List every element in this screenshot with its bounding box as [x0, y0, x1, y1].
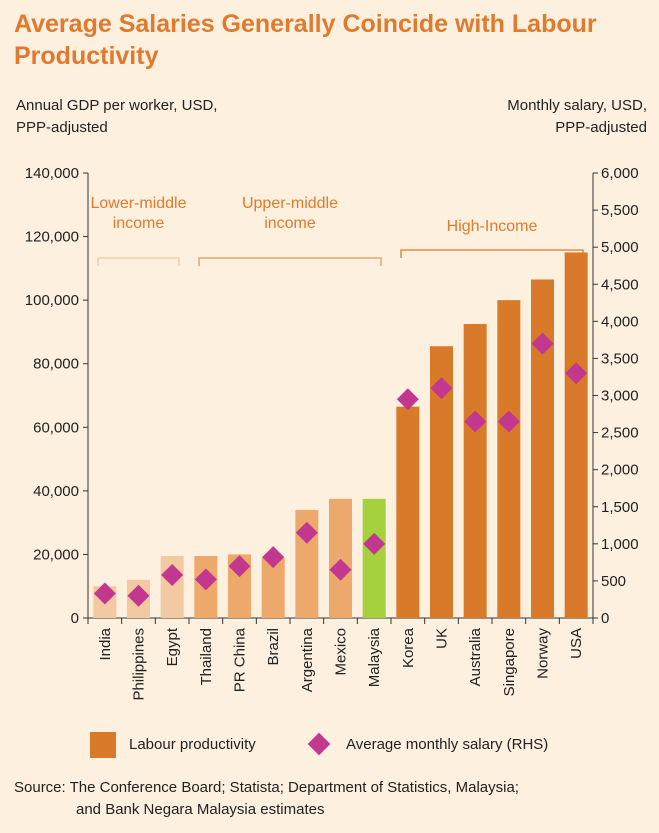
legend-marker-label: Average monthly salary (RHS)	[346, 736, 549, 753]
right-tick-label: 5,500	[601, 202, 639, 219]
left-tick-label: 0	[71, 610, 79, 627]
right-tick-label: 500	[601, 573, 626, 590]
left-tick-label: 100,000	[25, 292, 79, 309]
right-tick-label: 3,500	[601, 350, 639, 367]
salary-marker-argentina	[295, 521, 318, 544]
bar-australia	[463, 323, 487, 618]
left-axis-title-line2: PPP-adjusted	[16, 119, 108, 136]
left-tick-label: 140,000	[25, 165, 79, 182]
bar-norway	[531, 279, 554, 618]
category-label: Singapore	[501, 628, 518, 696]
right-axis-title-line1: Monthly salary, USD,	[507, 97, 647, 114]
income-group-bracket	[198, 257, 382, 266]
right-tick-label: 5,000	[601, 239, 639, 256]
legend-bar-label: Labour productivity	[129, 736, 256, 753]
category-label: Korea	[400, 627, 417, 668]
category-label: Argentina	[299, 627, 316, 692]
right-tick-label: 6,000	[601, 165, 639, 182]
right-tick-label: 1,000	[601, 536, 639, 553]
left-tick-label: 40,000	[33, 483, 79, 500]
bar-mexico	[329, 498, 352, 618]
right-tick-label: 1,500	[601, 499, 639, 516]
salary-marker-philippines	[127, 584, 150, 607]
salary-marker-uk	[430, 377, 453, 400]
category-label: Brazil	[265, 628, 282, 666]
right-tick-label: 0	[601, 610, 609, 627]
income-group-label: High-Income	[447, 218, 538, 235]
right-tick-label: 4,000	[601, 313, 639, 330]
left-axis-title-line1: Annual GDP per worker, USD,	[16, 97, 218, 114]
legend-bar-swatch	[90, 732, 116, 758]
salary-marker-india	[93, 582, 116, 605]
category-label: USA	[568, 628, 585, 659]
right-tick-label: 2,000	[601, 462, 639, 479]
category-label: Malaysia	[366, 627, 383, 687]
chart-title: Average Salaries Generally Coincide with…	[14, 10, 597, 70]
left-tick-label: 80,000	[33, 356, 79, 373]
right-tick-label: 2,500	[601, 425, 639, 442]
left-tick-label: 20,000	[33, 546, 79, 563]
salary-marker-norway	[531, 332, 554, 355]
salary-marker-australia	[464, 410, 487, 433]
salary-marker-singapore	[497, 410, 520, 433]
category-label: UK	[434, 628, 451, 649]
salary-marker-usa	[565, 362, 588, 385]
income-group-label: income	[264, 215, 316, 232]
salary-marker-thailand	[194, 568, 217, 591]
salary-marker-malaysia	[363, 532, 386, 555]
bar-uk	[430, 346, 453, 618]
category-label: Australia	[467, 627, 484, 686]
right-axis-title: Monthly salary, USD, PPP-adjusted	[367, 95, 647, 139]
chart: 0 20,000 40,000 60,000 80,000 100,000 120,000 1…	[25, 165, 639, 701]
category-label: Mexico	[333, 628, 350, 676]
category-label: PR China	[232, 627, 249, 692]
right-axis-title-line2: PPP-adjusted	[555, 119, 647, 136]
left-tick-label: 120,000	[25, 229, 79, 246]
category-label: Norway	[535, 628, 552, 679]
category-label: India	[97, 627, 114, 660]
category-label: Philippines	[131, 628, 148, 701]
bar-brazil	[261, 557, 285, 618]
bar-korea	[396, 406, 420, 618]
bar-usa	[564, 252, 588, 618]
category-label: Egypt	[164, 627, 181, 666]
income-group-label: Lower-middle	[90, 195, 186, 212]
source-line2: and Bank Negara Malaysia estimates	[76, 801, 325, 818]
category-label: Thailand	[198, 628, 215, 686]
income-group-label: income	[113, 215, 165, 232]
salary-marker-mexico	[329, 558, 352, 581]
right-tick-label: 3,000	[601, 388, 639, 405]
income-group-label: Upper-middle	[242, 195, 338, 212]
salary-marker-egypt	[161, 563, 184, 586]
salary-marker-brazil	[262, 546, 285, 569]
salary-marker-korea	[396, 388, 419, 411]
income-group-bracket	[97, 257, 180, 266]
right-tick-label: 4,500	[601, 276, 639, 293]
salary-marker-pr-china	[228, 555, 251, 578]
bar-malaysia	[362, 498, 386, 618]
left-axis-title: Annual GDP per worker, USD, PPP-adjusted	[16, 95, 296, 139]
source-line1: Source: The Conference Board; Statista; …	[14, 779, 519, 796]
income-group-bracket	[400, 249, 584, 258]
bar-singapore	[497, 300, 521, 618]
left-tick-label: 60,000	[33, 419, 79, 436]
source-note: Source: The Conference Board; Statista; …	[14, 777, 644, 821]
legend-diamond-icon	[307, 732, 331, 756]
